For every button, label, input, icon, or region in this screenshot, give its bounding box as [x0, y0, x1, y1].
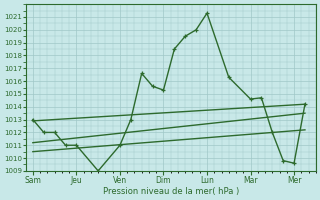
X-axis label: Pression niveau de la mer( hPa ): Pression niveau de la mer( hPa ): [103, 187, 239, 196]
